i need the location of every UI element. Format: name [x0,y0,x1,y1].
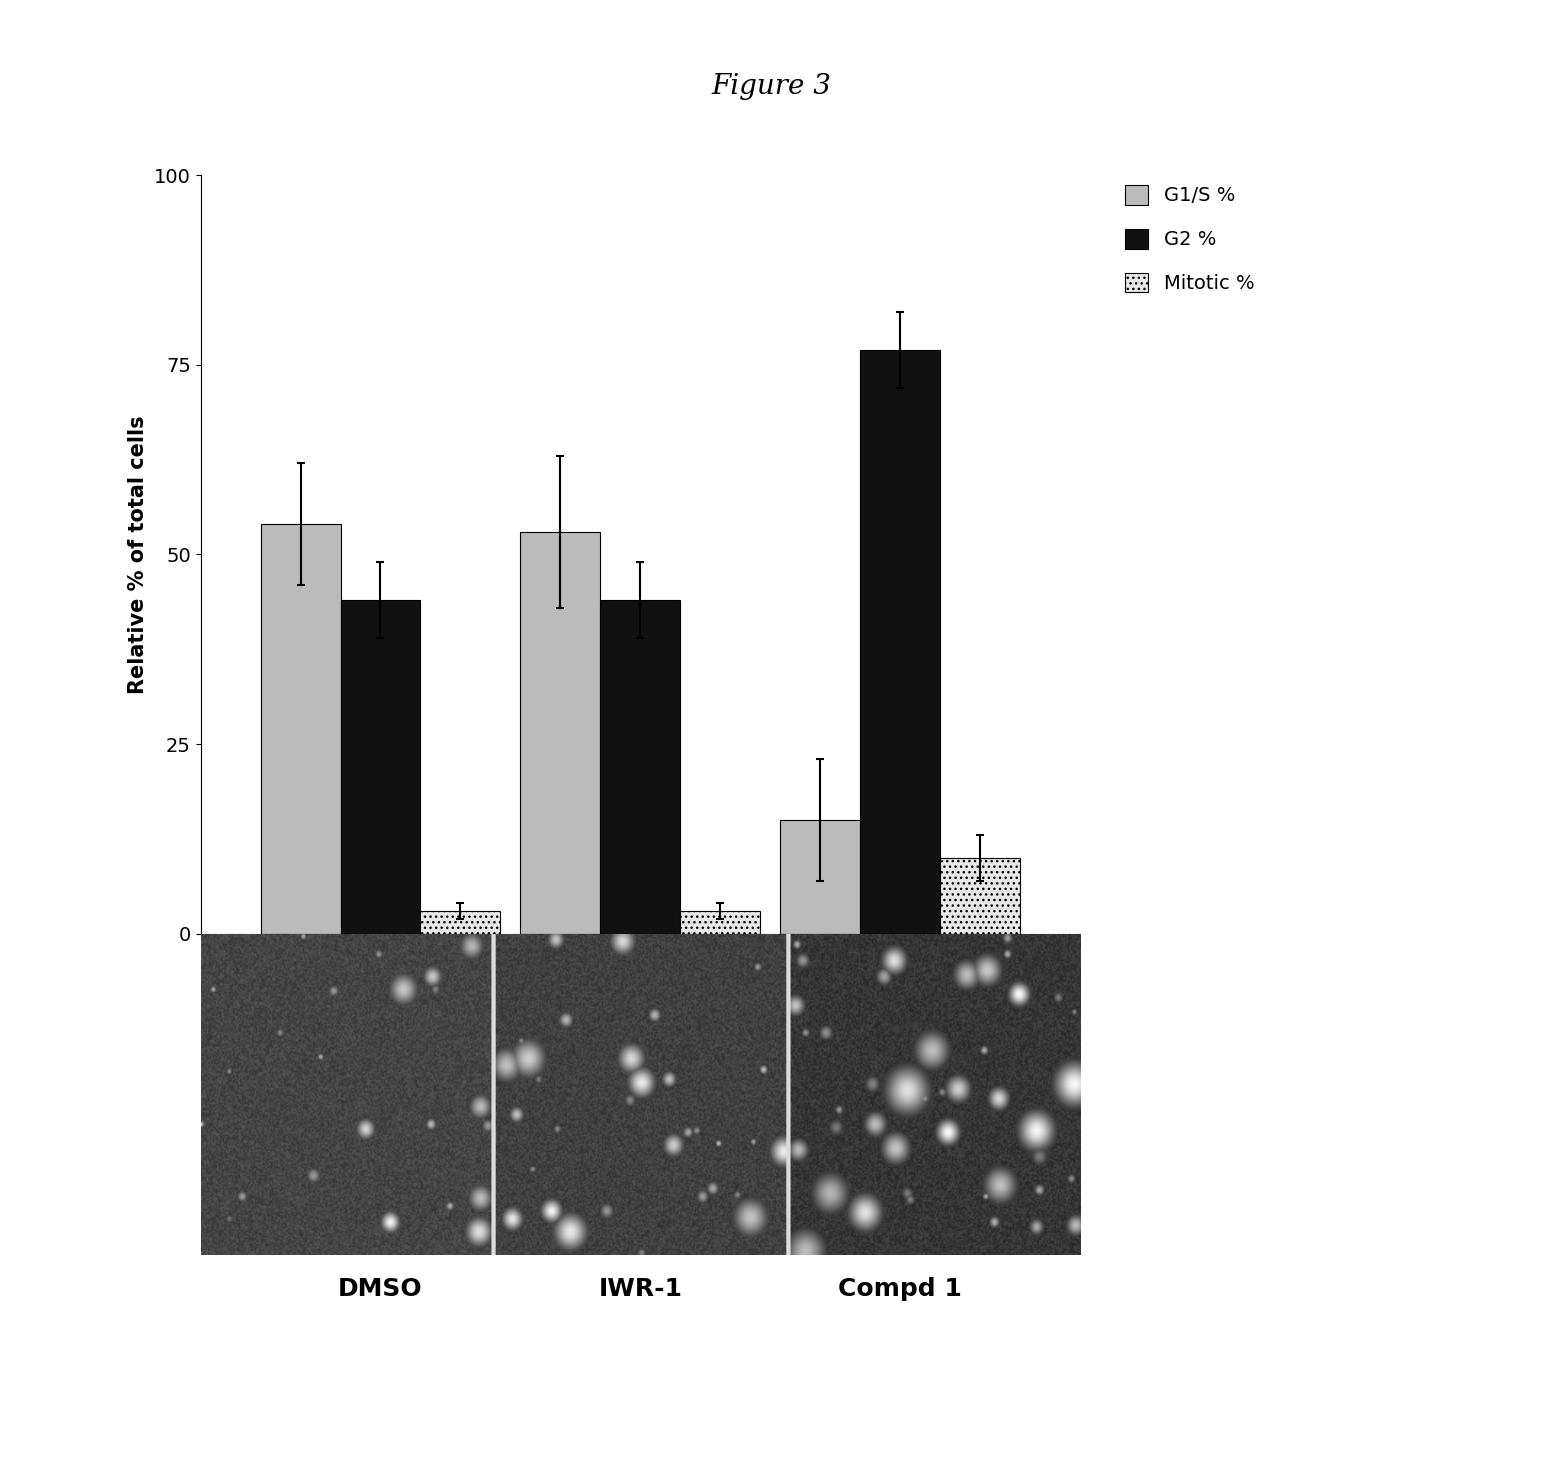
Text: Compd 1: Compd 1 [838,1277,963,1300]
Bar [420,910,500,934]
Y-axis label: Relative % of total cells: Relative % of total cells [128,416,148,693]
Bar [781,820,859,934]
Bar [520,531,600,934]
Bar [261,524,341,934]
Bar [341,600,420,934]
Bar [680,910,761,934]
Legend: G1/S %, G2 %, Mitotic %: G1/S %, G2 %, Mitotic % [1125,185,1254,293]
Bar [859,350,940,934]
Bar [940,858,1020,934]
Text: DMSO: DMSO [338,1277,423,1300]
Bar [600,600,680,934]
Text: Figure 3: Figure 3 [711,73,832,101]
Text: IWR-1: IWR-1 [599,1277,682,1300]
